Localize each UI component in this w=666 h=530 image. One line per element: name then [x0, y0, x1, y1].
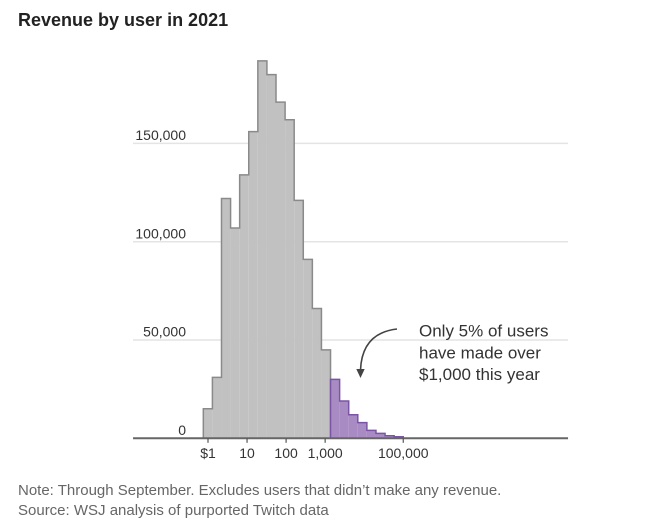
- histogram-bar: [248, 131, 258, 439]
- histogram-bar: [285, 119, 295, 439]
- histogram-bar: [330, 379, 340, 439]
- histogram-bar: [276, 102, 286, 439]
- histogram-bar: [239, 174, 249, 439]
- footnote-note: Note: Through September. Excludes users …: [18, 482, 502, 499]
- y-axis-labels: 0 50,000 100,000 150,000: [135, 127, 186, 438]
- footnotes: Note: Through September. Excludes users …: [18, 481, 501, 521]
- histogram-bar: [385, 435, 395, 439]
- x-tick-label: $1: [200, 445, 216, 461]
- annotation: Only 5% of users have made over $1,000 t…: [356, 322, 548, 384]
- x-tick-label: 10: [239, 445, 255, 461]
- annotation-line: have made over: [419, 343, 541, 362]
- histogram-bar: [357, 422, 367, 439]
- gridlines: [133, 142, 569, 341]
- y-tick-label: 150,000: [135, 127, 186, 143]
- histogram-bar: [257, 60, 267, 439]
- x-axis-labels: $1 10 100 1,000 100,000: [200, 445, 429, 461]
- histogram-outline: [329, 378, 404, 439]
- histogram-bar: [348, 414, 358, 439]
- histogram-bar: [339, 400, 349, 439]
- histogram-bar: [203, 408, 213, 439]
- footnote-source: Source: WSJ analysis of purported Twitch…: [18, 502, 329, 519]
- histogram-bars: [202, 60, 404, 439]
- chart-title: Revenue by user in 2021: [18, 10, 229, 30]
- histogram-bar: [230, 227, 240, 439]
- histogram-bar: [366, 430, 376, 439]
- histogram-bar: [375, 433, 386, 439]
- y-tick-label: 100,000: [135, 225, 186, 241]
- histogram-bar: [312, 308, 322, 439]
- x-tick-label: 1,000: [308, 445, 343, 461]
- histogram-outline: [202, 60, 332, 439]
- histogram-bar: [221, 198, 231, 439]
- x-tick-label: 100: [274, 445, 298, 461]
- histogram-bar: [294, 200, 304, 439]
- annotation-arrow: [359, 328, 398, 371]
- histogram-bar: [321, 349, 331, 439]
- annotation-line: Only 5% of users: [419, 322, 548, 341]
- x-tick-label: 100,000: [378, 445, 429, 461]
- histogram-bar: [266, 74, 277, 439]
- histogram-bar: [212, 377, 222, 439]
- annotation-line: $1,000 this year: [419, 365, 540, 384]
- histogram-bar: [303, 259, 313, 439]
- y-tick-label: 50,000: [143, 324, 186, 340]
- arrowhead-icon: [356, 369, 365, 378]
- y-tick-label: 0: [178, 422, 186, 438]
- x-axis: [133, 437, 569, 443]
